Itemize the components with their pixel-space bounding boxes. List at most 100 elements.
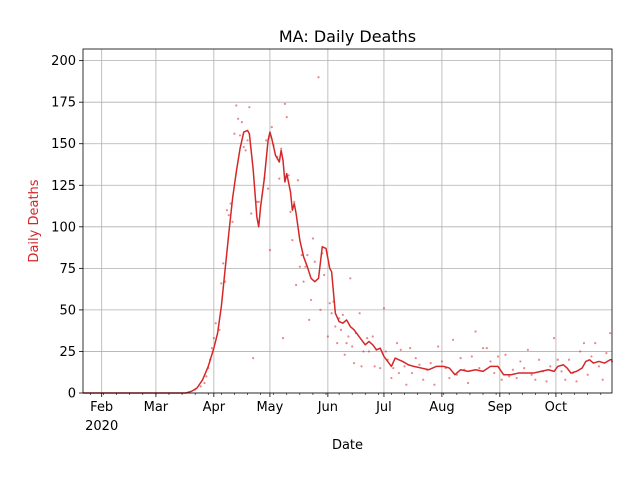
y-tick-label: 25 [59, 345, 76, 360]
scatter-point [298, 265, 301, 268]
scatter-point [336, 342, 339, 345]
scatter-point [382, 307, 386, 310]
y-axis-label: Daily Deaths [27, 179, 42, 262]
scatter-point [526, 348, 529, 351]
scatter-point [225, 209, 229, 212]
y-tick-label: 75 [59, 262, 76, 277]
scatter-point [242, 145, 245, 149]
scatter-point [485, 347, 488, 350]
x-tick-label: Sep [488, 400, 513, 415]
scatter-point [384, 350, 387, 353]
scatter-point [328, 302, 331, 305]
scatter-point [362, 350, 365, 353]
scatter-point [283, 102, 286, 105]
scatter-point [481, 347, 485, 350]
scatter-point [556, 358, 559, 361]
scatter-point [609, 332, 612, 335]
scatter-point [564, 378, 567, 381]
y-tick-label: 175 [51, 96, 76, 111]
scatter-point [534, 378, 537, 381]
scatter-point [493, 371, 496, 375]
scatter-point [549, 365, 552, 368]
scatter-point [358, 312, 361, 315]
scatter-point [309, 298, 313, 302]
scatter-point [238, 134, 242, 137]
scatter-point [397, 371, 401, 375]
scatter-point [268, 248, 272, 252]
scatter-point [395, 342, 399, 345]
scatter-point [317, 76, 320, 79]
scatter-point [537, 358, 541, 361]
scatter-point [567, 358, 571, 361]
x-tick-label: Jun [317, 400, 338, 415]
scatter-point [235, 104, 238, 107]
scatter-point [515, 376, 518, 380]
scatter-point [500, 378, 503, 381]
y-tick-label: 150 [51, 137, 76, 152]
x-tick-label: May [256, 400, 283, 415]
scatter-point [205, 375, 208, 378]
scatter-point [252, 357, 255, 360]
scatter-point [560, 370, 563, 373]
y-tick-label: 100 [51, 220, 76, 235]
scatter-point [405, 383, 408, 386]
scatter-point [530, 373, 533, 376]
scatter-point [237, 117, 240, 120]
scatter-point [306, 253, 309, 257]
scatter-point [418, 363, 421, 366]
scatter-point [519, 360, 522, 363]
scatter-point [296, 179, 300, 182]
scatter-point [496, 355, 500, 358]
scatter-point [222, 262, 225, 265]
scatter-point [227, 214, 230, 217]
y-tick-label: 0 [68, 387, 76, 402]
scatter-point [351, 345, 354, 348]
scatter-point [399, 348, 402, 351]
scatter-point [246, 139, 249, 142]
scatter-point [422, 378, 425, 381]
scatter-point [579, 350, 582, 353]
scatter-point [347, 335, 350, 338]
scatter-point [302, 280, 305, 283]
scatter-point [210, 347, 214, 350]
line-series [83, 129, 612, 394]
scatter-point [280, 147, 283, 150]
scatter-point [414, 357, 417, 360]
scatter-point [257, 200, 260, 203]
scatter-point [248, 106, 251, 109]
scatter-point [308, 318, 311, 321]
scatter-point [220, 282, 223, 285]
scatter-point [594, 342, 597, 345]
scatter-point [474, 330, 477, 333]
scatter-point [330, 312, 333, 315]
scatter-point [199, 385, 202, 388]
scatter-point [601, 378, 604, 381]
scatter-point [590, 355, 593, 358]
scatter-point [339, 328, 343, 331]
scatter-point [343, 353, 346, 356]
scatter-point [437, 345, 440, 348]
scatter-point [323, 273, 326, 277]
scatter-point [545, 380, 548, 383]
scatter-point [291, 239, 294, 242]
x-tick-label: Oct [545, 400, 567, 415]
scatter-point [390, 376, 393, 380]
scatter-point [285, 116, 288, 119]
scatter-point [575, 380, 578, 383]
scatter-point [233, 132, 236, 135]
scatter-point [281, 337, 285, 340]
scatter-point [552, 337, 556, 340]
scatter-point [231, 220, 234, 223]
scatter-point [597, 365, 601, 368]
chart-title: MA: Daily Deaths [279, 27, 416, 46]
scatter-point [293, 200, 296, 203]
y-tick-label: 125 [51, 179, 76, 194]
x-tick-sublabel: 2020 [85, 419, 118, 434]
x-axis: Feb 2020 Mar Apr May Jun Jul Aug Sep Oct [85, 393, 602, 434]
scatter-point [478, 366, 481, 370]
scatter-point [360, 365, 363, 368]
scatter-point [433, 383, 436, 386]
scatter-point [270, 126, 273, 129]
x-tick-label: Jul [375, 400, 392, 415]
